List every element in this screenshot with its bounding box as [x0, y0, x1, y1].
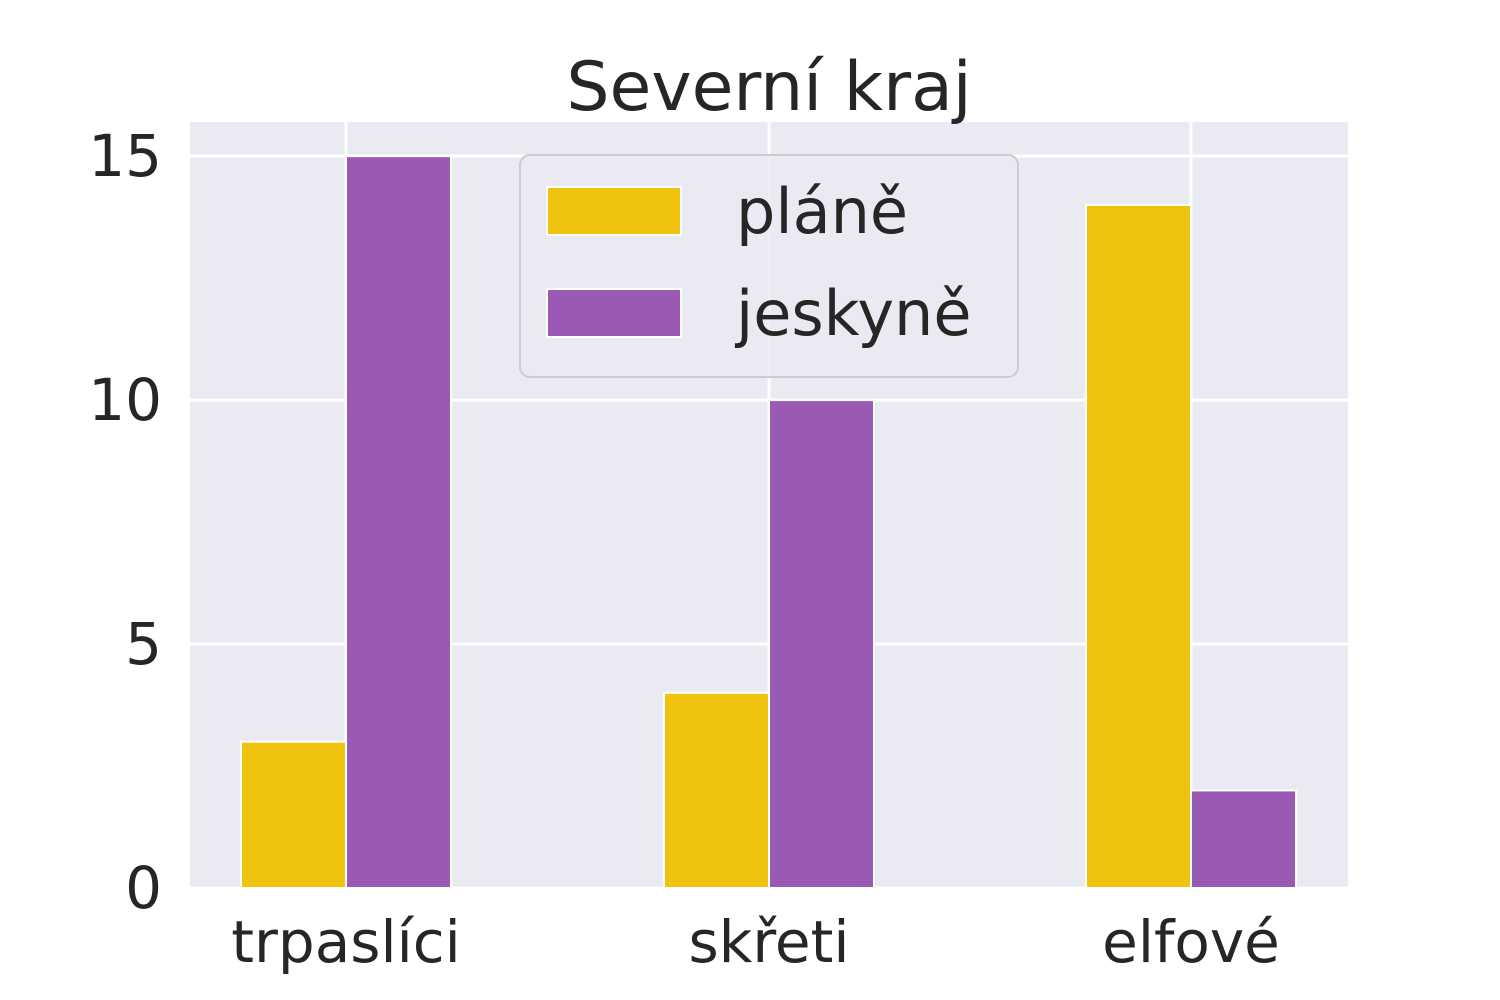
- y-tick-label: 10: [88, 366, 162, 434]
- legend-label: jeskyně: [734, 277, 972, 350]
- x-axis-ticks: trpaslíci skřeti elfové: [231, 908, 1280, 976]
- bar-jeskyne: [1190, 789, 1297, 890]
- y-axis-ticks: 0 5 10 15: [88, 122, 162, 922]
- y-tick-label: 15: [88, 122, 162, 190]
- bars: [240, 155, 1297, 890]
- legend-swatch: [546, 186, 682, 236]
- legend-label: pláně: [736, 175, 908, 248]
- legend: pláně jeskyně: [519, 154, 1019, 378]
- bar-jeskyne: [768, 399, 875, 889]
- legend-swatch: [546, 288, 682, 338]
- y-tick-label: 5: [125, 610, 162, 678]
- x-tick-label: elfové: [1102, 908, 1280, 976]
- y-tick-label: 0: [125, 854, 162, 922]
- x-tick-label: trpaslíci: [231, 908, 460, 976]
- bar-plane: [240, 740, 347, 889]
- bar-plane: [663, 691, 770, 889]
- x-tick-label: skřeti: [689, 908, 850, 976]
- bar-jeskyne: [345, 155, 452, 889]
- chart-title: Severní kraj: [566, 48, 971, 127]
- bar-plane: [1085, 203, 1192, 889]
